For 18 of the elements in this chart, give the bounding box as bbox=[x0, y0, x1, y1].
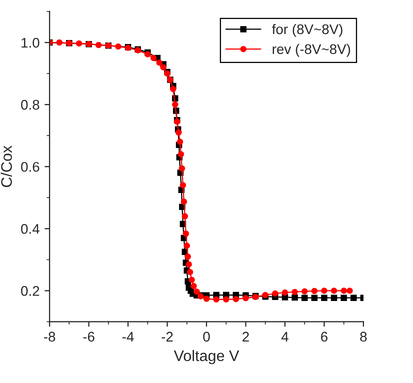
x-tick-label: -6 bbox=[83, 332, 94, 342]
x-tick-label: 8 bbox=[360, 332, 367, 342]
y-tick-label: 0.4 bbox=[21, 224, 40, 234]
x-tick-label: -2 bbox=[162, 332, 173, 342]
y-tick-label: 0.6 bbox=[21, 162, 40, 172]
x-tick-label: 0 bbox=[203, 332, 210, 342]
x-tick-label: 2 bbox=[242, 332, 249, 342]
x-tick-label: -8 bbox=[44, 332, 56, 342]
legend-label: for (8V~8V) bbox=[272, 24, 342, 37]
x-tick-label: -4 bbox=[122, 332, 134, 342]
legend-label: rev (-8V~8V) bbox=[272, 44, 350, 57]
y-tick-label: 0.8 bbox=[21, 100, 40, 110]
y-tick-label: 1.0 bbox=[22, 38, 40, 48]
y-tick-label: 0.2 bbox=[21, 286, 40, 296]
x-tick-label: 4 bbox=[281, 332, 288, 342]
x-axis-title: Voltage V bbox=[174, 350, 240, 364]
x-tick-label: 6 bbox=[321, 332, 328, 342]
y-axis-title: C/Cox bbox=[0, 146, 12, 188]
